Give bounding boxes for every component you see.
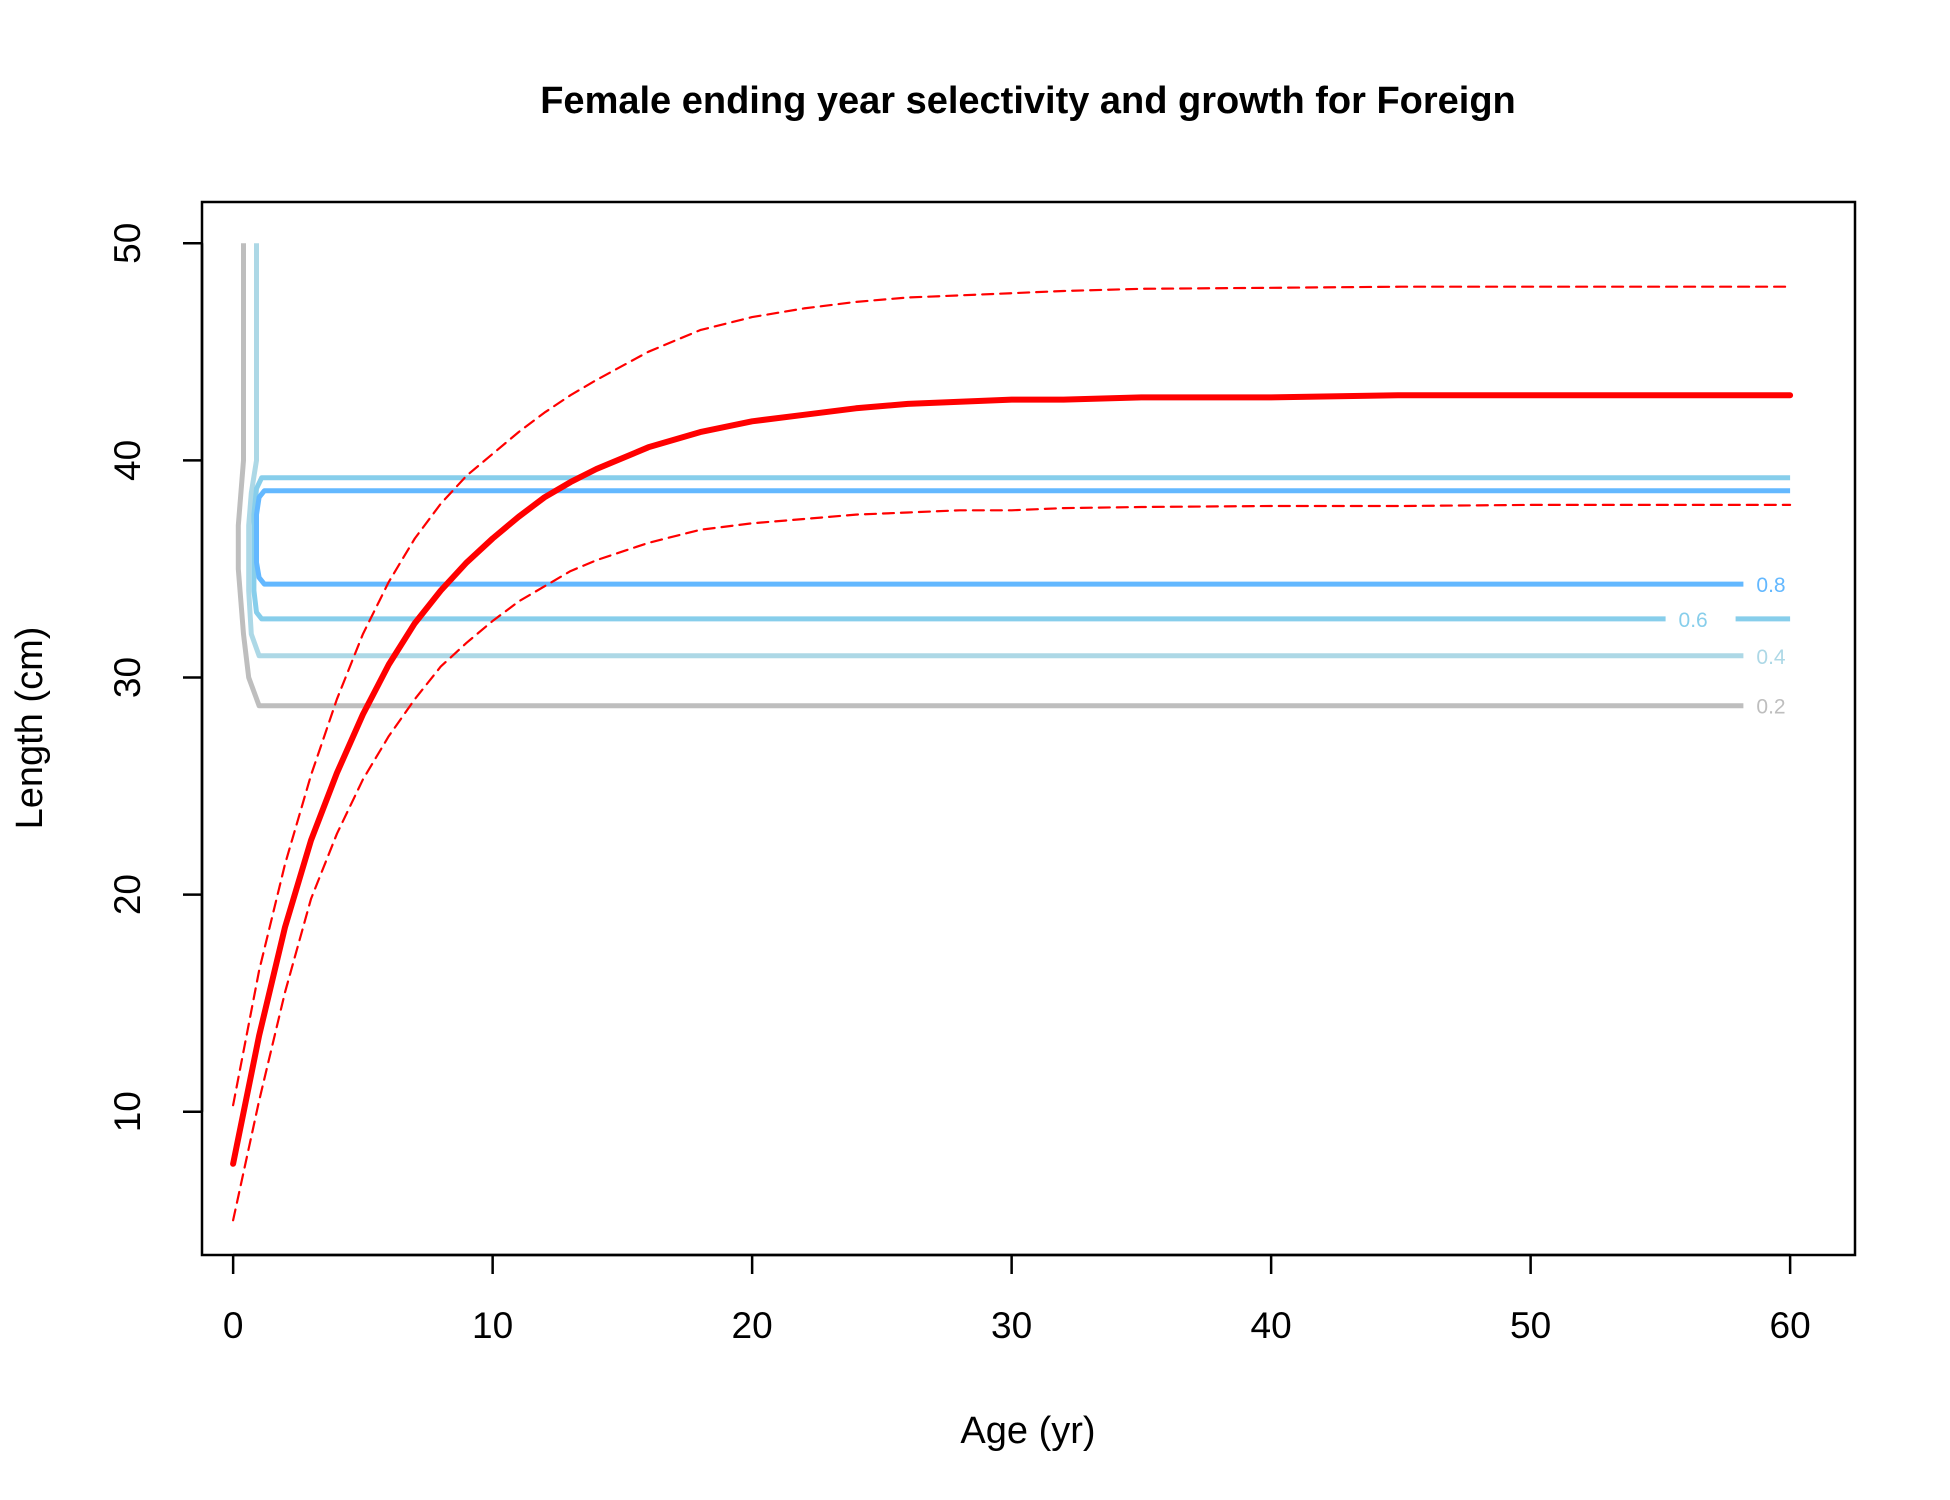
contour-label-0.4: 0.4: [1756, 646, 1786, 669]
contour-label-0.2: 0.2: [1756, 696, 1785, 719]
x-axis-label: Age (yr): [960, 1410, 1095, 1452]
growth-interval-line-2: [232, 503, 1792, 1222]
growth-interval-line-1: [232, 285, 1792, 1107]
x-axis: 0 10 20 30 40 50 60: [223, 1253, 1811, 1346]
plot-area: 0.2 0.4 0.6 0.8: [230, 243, 1794, 1222]
y-tick-label: 40: [107, 440, 148, 481]
contour-line-0.4: [246, 243, 1744, 659]
growth-mean-line: [230, 392, 1794, 1167]
y-axis: 10 20 30 40 50: [107, 223, 204, 1132]
contour-line-0.6: [251, 475, 1791, 622]
chart-title: Female ending year selectivity and growt…: [540, 80, 1516, 122]
plot-frame: [200, 200, 1857, 1257]
contour-label-0.8: 0.8: [1756, 574, 1785, 597]
x-tick-label: 20: [732, 1305, 773, 1346]
x-tick-label: 0: [223, 1305, 244, 1346]
x-tick-label: 40: [1251, 1305, 1292, 1346]
x-tick-label: 60: [1770, 1305, 1811, 1346]
y-tick-label: 10: [107, 1091, 148, 1132]
y-tick-label: 30: [107, 657, 148, 698]
y-tick-label: 20: [107, 874, 148, 915]
x-tick-label: 50: [1510, 1305, 1551, 1346]
contour-label-0.6: 0.6: [1679, 609, 1708, 632]
contour-line-0.8: [254, 488, 1791, 587]
x-tick-label: 10: [472, 1305, 513, 1346]
y-axis-label: Length (cm): [9, 627, 51, 830]
y-tick-label: 50: [107, 223, 148, 264]
contour-line-0.2: [235, 243, 1744, 709]
x-tick-label: 30: [991, 1305, 1032, 1346]
